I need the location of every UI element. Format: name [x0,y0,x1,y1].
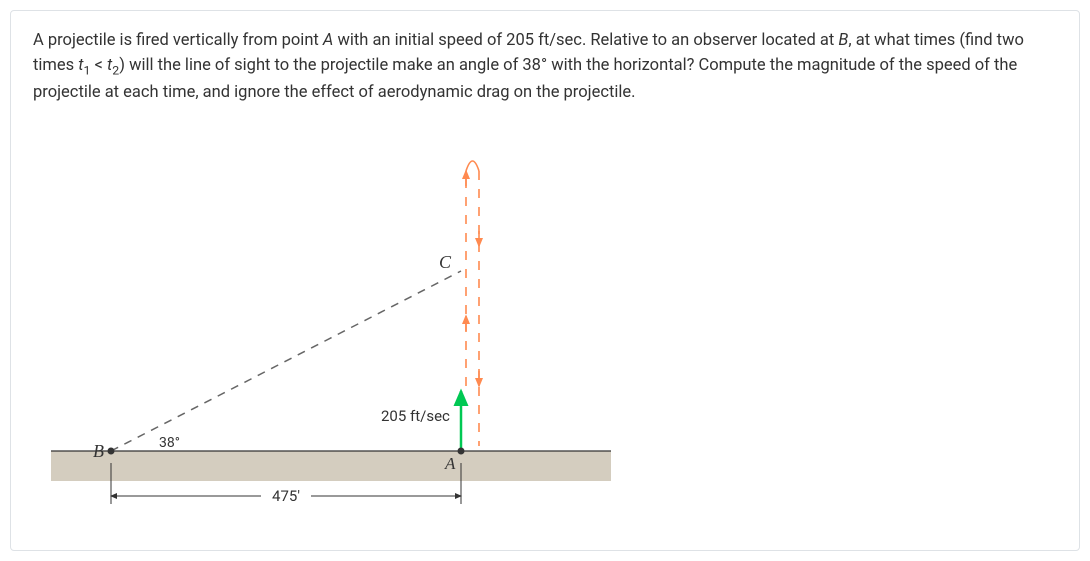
point-b [108,448,115,455]
text-fragment: with an initial speed of 205 ft/sec. Rel… [333,31,838,50]
text-fragment: ) will the line of sight to the projecti… [33,56,1017,102]
label-c: C [439,252,452,272]
label-b: B [93,441,104,461]
distance-label: 475' [272,487,300,505]
ground-fill [51,451,611,481]
label-a: A [444,454,456,473]
problem-card: A projectile is fired vertically from po… [10,10,1080,551]
lt-symbol: < [90,56,107,75]
trajectory-apex [466,161,479,171]
speed-label: 205 ft/sec [381,407,450,425]
diagram-svg: B A C 38° 205 ft/sec 475' [51,141,611,541]
text-fragment: A projectile is fired vertically from po… [33,31,323,50]
point-a-ref: A [323,31,333,50]
problem-statement: A projectile is fired vertically from po… [33,29,1057,105]
diagram: B A C 38° 205 ft/sec 475' [51,141,611,541]
angle-label: 38° [159,435,180,451]
point-a [458,448,465,455]
point-b-ref: B [838,31,848,50]
